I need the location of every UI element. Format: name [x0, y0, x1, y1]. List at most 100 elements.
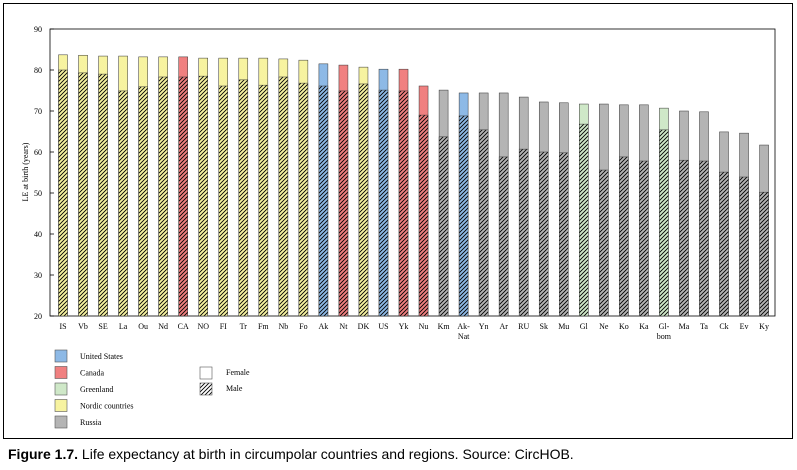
- x-tick-label: FI: [220, 322, 227, 331]
- male-bar: [418, 114, 429, 317]
- male-bar: [619, 156, 629, 317]
- male-bar: [518, 148, 529, 317]
- x-tick-label: Ck: [719, 322, 728, 331]
- legend-label: United States: [80, 352, 123, 361]
- x-tick-label: Sk: [540, 322, 548, 331]
- legend-label: Nordic countries: [80, 402, 134, 411]
- legend-swatch: [199, 366, 213, 380]
- caption-label: Figure 1.7.: [8, 446, 79, 462]
- x-tick-label: Ko: [619, 322, 629, 331]
- male-bar: [58, 69, 68, 317]
- male-bar: [78, 72, 88, 317]
- x-tick-label: Gl-bom: [657, 322, 672, 341]
- male-bar: [498, 156, 509, 317]
- legend-swatch: [199, 382, 213, 396]
- legend-swatch: [54, 366, 68, 379]
- male-bar: [579, 123, 589, 317]
- x-tick-label: NO: [197, 322, 209, 331]
- x-tick-label: IS: [59, 322, 66, 331]
- y-tick-label: 90: [34, 25, 42, 34]
- x-tick-label: Ky: [759, 322, 769, 331]
- legend-label: Male: [226, 384, 243, 393]
- legend-label: Russia: [80, 418, 102, 427]
- male-bar: [118, 90, 128, 317]
- x-tick-label: CA: [178, 322, 189, 331]
- male-bar: [298, 82, 309, 317]
- male-bar: [358, 83, 369, 317]
- legend-swatch: [54, 399, 68, 412]
- x-tick-label: Fo: [299, 322, 307, 331]
- x-tick-label: Fm: [258, 322, 269, 331]
- male-bar: [679, 159, 689, 317]
- legend-label: Greenland: [80, 385, 113, 394]
- male-bar: [138, 86, 148, 317]
- legend-swatch: [54, 415, 68, 429]
- x-tick-label: Ar: [499, 322, 508, 331]
- x-tick-label: Nd: [158, 322, 168, 331]
- caption: Figure 1.7. Life expectancy at birth in …: [8, 446, 574, 462]
- y-tick-label: 30: [34, 271, 42, 280]
- male-bar: [699, 160, 709, 317]
- y-tick-label: 20: [34, 312, 42, 321]
- x-tick-label: Nt: [339, 322, 348, 331]
- x-tick-label: DK: [358, 322, 370, 331]
- frame: [3, 3, 793, 439]
- x-tick-label: SE: [98, 322, 107, 331]
- male-bar: [739, 176, 749, 317]
- x-tick-label: Ou: [138, 322, 148, 331]
- x-tick-label: Ak-Nat: [457, 322, 470, 341]
- legend-label: Female: [226, 368, 250, 377]
- x-tick-label: Nb: [278, 322, 288, 331]
- male-bar: [158, 76, 168, 317]
- male-bar: [398, 90, 409, 317]
- male-bar: [719, 171, 729, 317]
- x-tick-label: Nu: [419, 322, 429, 331]
- x-tick-label: Ka: [639, 322, 649, 331]
- male-bar: [659, 129, 669, 317]
- y-tick-label: 60: [34, 148, 42, 157]
- male-bar: [178, 76, 188, 317]
- x-tick-label: Vb: [78, 322, 88, 331]
- male-bar: [458, 115, 469, 317]
- male-bar: [238, 79, 249, 317]
- x-tick-label: La: [119, 322, 128, 331]
- y-axis-label: LE at birth (years): [21, 142, 30, 201]
- x-tick-label: Mu: [558, 322, 569, 331]
- x-tick-label: Ma: [679, 322, 690, 331]
- legend-swatch: [54, 349, 68, 363]
- male-bar: [438, 136, 449, 317]
- y-tick-label: 50: [34, 189, 42, 198]
- male-bar: [338, 90, 349, 317]
- chart: LE at birth (years) 20 30 40 50 60 70 80 90 IS Vb…: [3, 3, 793, 439]
- y-tick-label: 40: [34, 230, 42, 239]
- x-tick-label: US: [378, 322, 388, 331]
- y-tick-label: 80: [34, 66, 42, 75]
- male-bar: [559, 152, 569, 317]
- male-bar: [599, 169, 609, 317]
- male-bar: [759, 191, 769, 317]
- legend-swatch: [54, 382, 68, 396]
- x-tick-label: Gl: [580, 322, 589, 331]
- x-tick-label: Ta: [700, 322, 708, 331]
- male-bar: [538, 151, 549, 317]
- male-bar: [258, 84, 269, 317]
- plot-area: [49, 28, 776, 317]
- male-bar: [98, 73, 108, 317]
- x-tick-label: Ne: [599, 322, 609, 331]
- male-bar: [639, 160, 649, 317]
- x-tick-label: Tr: [240, 322, 248, 331]
- male-bar: [378, 89, 389, 317]
- x-tick-label: RU: [518, 322, 529, 331]
- x-tick-label: Km: [438, 322, 451, 331]
- x-tick-label: Ev: [740, 322, 749, 331]
- male-bar: [218, 85, 229, 317]
- y-tick-label: 70: [34, 107, 42, 116]
- male-bar: [478, 129, 489, 317]
- male-bar: [278, 76, 289, 317]
- male-bar: [198, 75, 208, 317]
- x-tick-label: Yn: [479, 322, 489, 331]
- legend-label: Canada: [80, 369, 104, 378]
- x-tick-label: Ak: [319, 322, 329, 331]
- x-tick-label: Yk: [399, 322, 409, 331]
